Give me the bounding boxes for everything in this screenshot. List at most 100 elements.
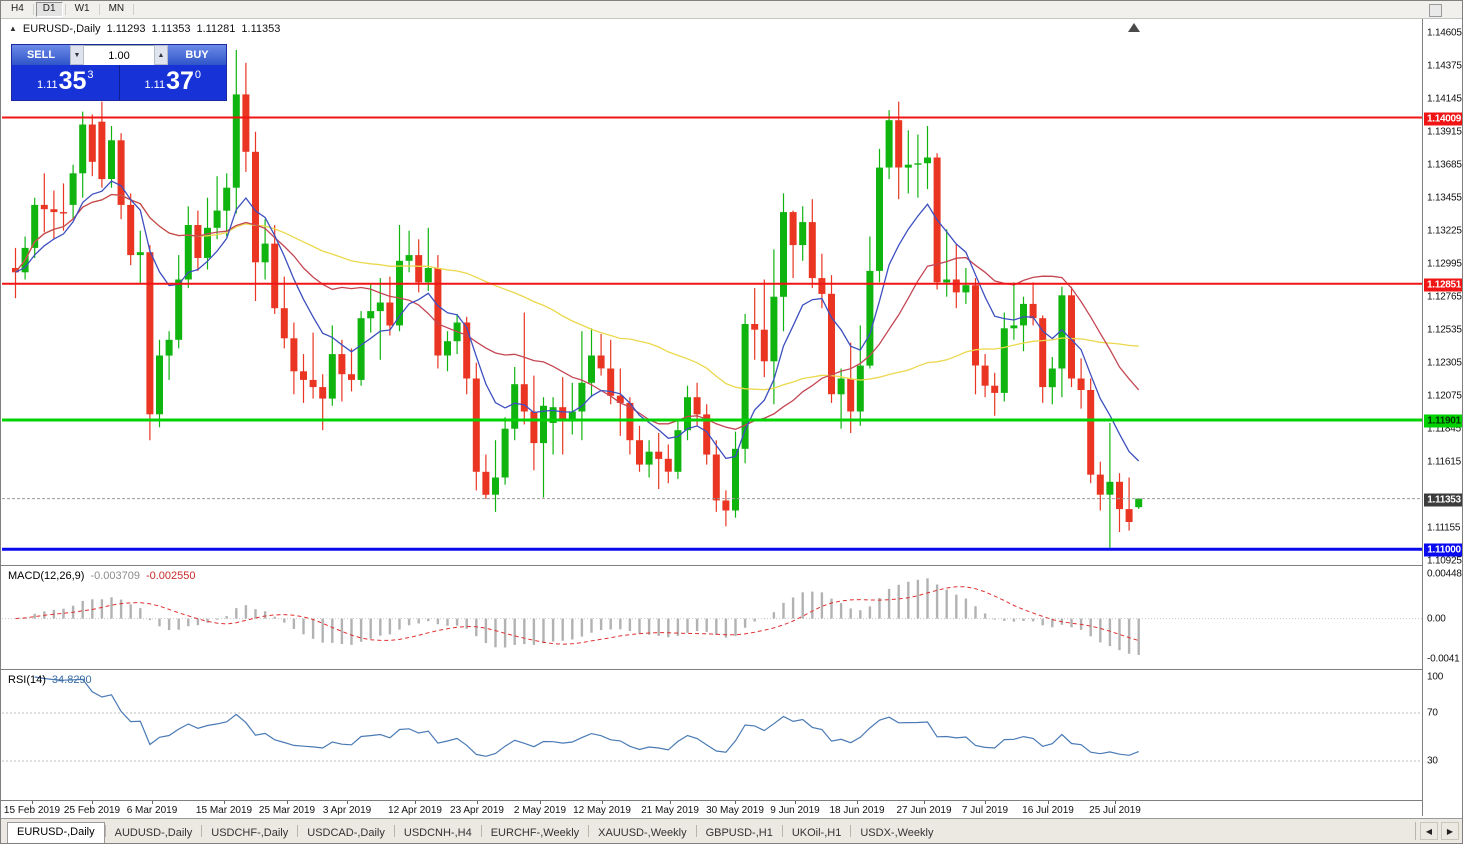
date-axis-label: 21 May 2019 bbox=[641, 805, 699, 816]
chart-tab-xauusd[interactable]: XAUUSD-,Weekly bbox=[598, 827, 687, 839]
chart-tab-bar: EURUSD-,Daily AUDUSD-,Daily USDCHF-,Daily U… bbox=[1, 818, 1462, 843]
chart-tab-gbpusd[interactable]: GBPUSD-,H1 bbox=[705, 827, 773, 839]
price-axis-label: 1.14375 bbox=[1427, 60, 1462, 72]
date-axis-label: 16 Jul 2019 bbox=[1022, 805, 1074, 816]
volume-field[interactable]: 1.00 bbox=[84, 45, 154, 65]
tab-separator bbox=[201, 825, 203, 837]
price-axis-label: 1.14145 bbox=[1427, 93, 1462, 105]
date-tick bbox=[1048, 801, 1049, 804]
sell-price-button[interactable]: 1.11 35 3 bbox=[12, 65, 120, 100]
bar-direction-icon: ▲ bbox=[9, 24, 17, 33]
date-tick bbox=[152, 801, 153, 804]
buy-price-button[interactable]: 1.11 37 0 bbox=[120, 65, 227, 100]
macd-axis-label: 0.004484 bbox=[1427, 568, 1462, 580]
buy-button[interactable]: BUY bbox=[168, 45, 226, 65]
price-badge-1.11353: 1.11353 bbox=[1424, 493, 1462, 507]
panel-separator[interactable] bbox=[1, 565, 1462, 566]
ohlc-close: 1.11353 bbox=[241, 23, 281, 35]
volume-decrease-button[interactable]: ▼ bbox=[70, 45, 84, 65]
rsi-value: 34.8290 bbox=[51, 674, 92, 686]
rsi-chart[interactable] bbox=[2, 670, 1422, 801]
price-axis-label: 1.12305 bbox=[1427, 357, 1462, 369]
sell-price-pips: 35 bbox=[58, 67, 87, 95]
chart-tab-eurusd[interactable]: EURUSD-,Daily bbox=[7, 822, 105, 843]
toolbar-separator bbox=[133, 4, 135, 15]
date-tick bbox=[477, 801, 478, 804]
price-axis: 1.14605 1.14375 1.14145 1.13915 1.13685 1.134… bbox=[1422, 18, 1462, 816]
macd-chart[interactable] bbox=[2, 566, 1422, 669]
ma-fast-line bbox=[15, 180, 1140, 462]
price-badge-1.14009: 1.14009 bbox=[1424, 112, 1462, 125]
date-tick bbox=[602, 801, 603, 804]
date-axis-label: 25 Feb 2019 bbox=[63, 805, 121, 816]
timeframe-button-w1[interactable]: W1 bbox=[74, 3, 90, 14]
toolbar-separator bbox=[64, 4, 66, 15]
price-axis-label: 1.10925 bbox=[1427, 555, 1462, 567]
chart-tab-usdcnh[interactable]: USDCNH-,H4 bbox=[403, 827, 472, 839]
date-tick bbox=[670, 801, 671, 804]
date-axis-label: 25 Mar 2019 bbox=[258, 805, 316, 816]
tab-scroll-right-icon[interactable]: ▶ bbox=[1441, 822, 1459, 840]
date-axis-label: 7 Jul 2019 bbox=[961, 805, 1009, 816]
chart-tab-usdx[interactable]: USDX-,Weekly bbox=[860, 827, 934, 839]
buy-price-figure: 1.11 bbox=[144, 79, 166, 91]
timeframe-toolbar: H4 D1 W1 MN bbox=[1, 1, 1462, 19]
chart-tab-audusd[interactable]: AUDUSD-,Daily bbox=[114, 827, 193, 839]
chart-tab-usdchf[interactable]: USDCHF-,Daily bbox=[211, 827, 289, 839]
timeframe-button-h4[interactable]: H4 bbox=[11, 3, 24, 14]
sell-price-point: 3 bbox=[87, 69, 94, 81]
price-axis-label: 1.12765 bbox=[1427, 291, 1462, 303]
volume-increase-button[interactable]: ▲ bbox=[154, 45, 168, 65]
ohlc-low: 1.11281 bbox=[196, 23, 236, 35]
macd-signal-line bbox=[15, 586, 1139, 645]
toolbar-overflow-button[interactable] bbox=[1429, 4, 1442, 17]
tab-separator bbox=[297, 825, 299, 837]
price-axis-label: 1.13225 bbox=[1427, 225, 1462, 237]
tab-separator bbox=[480, 825, 482, 837]
sell-button[interactable]: SELL bbox=[12, 45, 70, 65]
price-badge-1.11901: 1.11901 bbox=[1424, 414, 1462, 428]
tab-separator bbox=[588, 825, 590, 837]
macd-axis-label: -0.0041 bbox=[1427, 653, 1460, 665]
price-axis-label: 1.13455 bbox=[1427, 192, 1462, 204]
toolbar-separator bbox=[32, 4, 34, 15]
chart-tab-eurchf[interactable]: EURCHF-,Weekly bbox=[490, 827, 580, 839]
price-axis-label: 1.12075 bbox=[1427, 390, 1462, 402]
timeframe-button-mn[interactable]: MN bbox=[108, 3, 125, 14]
tab-scroll-controls: ◀ ▶ bbox=[1415, 822, 1459, 840]
one-click-trading-panel: SELL ▼ 1.00 ▲ BUY 1.11 35 3 1.11 37 0 bbox=[11, 44, 227, 101]
date-axis: 15 Feb 2019 25 Feb 2019 6 Mar 2019 15 Mar 2… bbox=[2, 801, 1422, 818]
panel-separator[interactable] bbox=[1, 669, 1462, 670]
date-axis-label: 12 Apr 2019 bbox=[388, 805, 442, 816]
chart-shift-marker-icon[interactable] bbox=[1128, 23, 1140, 32]
date-tick bbox=[795, 801, 796, 804]
price-badge-1.12851: 1.12851 bbox=[1424, 278, 1462, 292]
tab-scroll-left-icon[interactable]: ◀ bbox=[1420, 822, 1438, 840]
price-axis-label: 1.12535 bbox=[1427, 324, 1462, 336]
sell-price-figure: 1.11 bbox=[36, 79, 58, 91]
chart-tab-ukoil[interactable]: UKOil-,H1 bbox=[791, 827, 842, 839]
tab-separator bbox=[781, 825, 783, 837]
date-tick bbox=[287, 801, 288, 804]
price-axis-label: 1.13915 bbox=[1427, 126, 1462, 138]
ohlc-open: 1.11293 bbox=[106, 23, 146, 35]
price-chart[interactable] bbox=[2, 18, 1422, 565]
buy-price-point: 0 bbox=[194, 69, 202, 81]
tab-separator bbox=[393, 825, 395, 837]
price-badge-1.11000: 1.11000 bbox=[1424, 543, 1462, 557]
date-axis-label: 12 May 2019 bbox=[573, 805, 631, 816]
macd-label: MACD(12,26,9) -0.003709 -0.002550 bbox=[8, 570, 196, 582]
price-axis-label: 1.12995 bbox=[1427, 258, 1462, 270]
date-tick bbox=[224, 801, 225, 804]
price-axis-label: 1.14605 bbox=[1427, 27, 1462, 39]
rsi-label: RSI(14) 34.8290 bbox=[8, 674, 92, 686]
date-axis-label: 3 Apr 2019 bbox=[322, 805, 372, 816]
toolbar-separator bbox=[98, 4, 100, 15]
chart-tab-usdcad[interactable]: USDCAD-,Daily bbox=[307, 827, 385, 839]
ma-slow-line bbox=[14, 193, 1139, 391]
price-axis-label: 1.11155 bbox=[1427, 522, 1461, 534]
date-tick bbox=[540, 801, 541, 804]
tab-separator bbox=[850, 825, 852, 837]
timeframe-button-d1[interactable]: D1 bbox=[35, 2, 63, 17]
